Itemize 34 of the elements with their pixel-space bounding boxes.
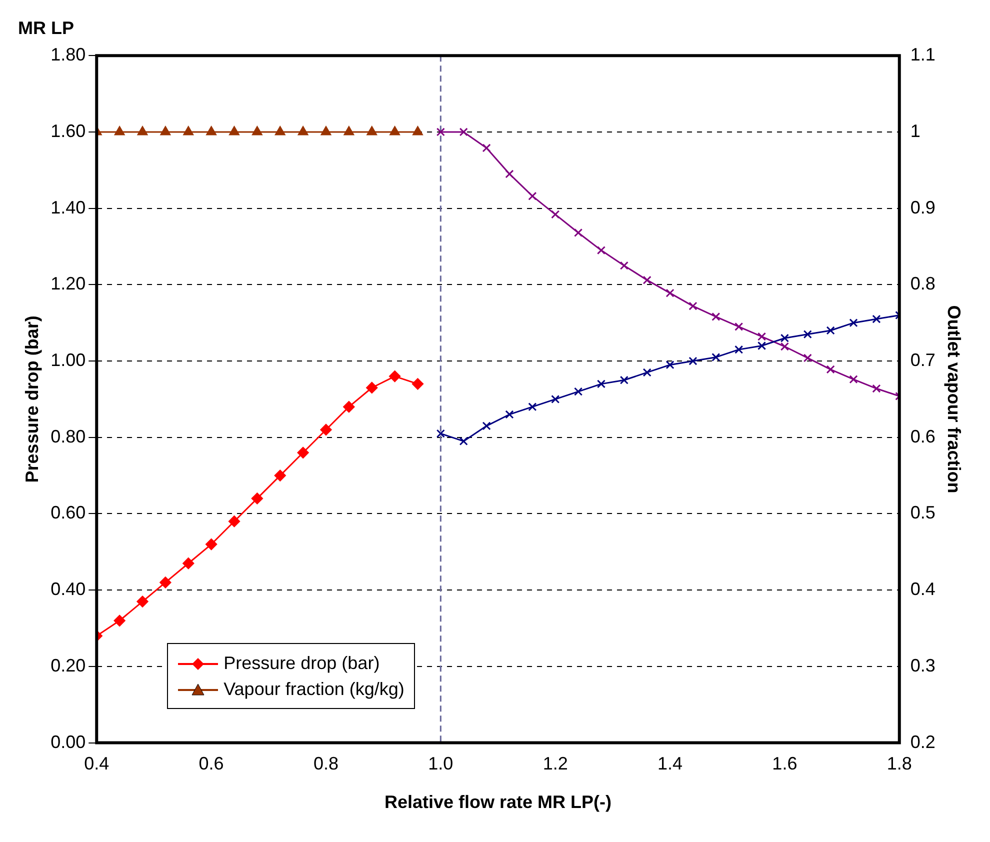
y2-tick-label: 1 [910, 120, 920, 141]
y2-axis-title: Outlet vapour fraction [944, 305, 964, 494]
y2-tick-label: 1.1 [910, 44, 936, 65]
y2-tick-label: 0.3 [910, 655, 936, 676]
x-tick-label: 0.8 [313, 754, 339, 774]
x-tick-label: 0.6 [198, 754, 224, 774]
y-axis-title: Pressure drop (bar) [22, 316, 42, 483]
y2-tick-label: 0.8 [910, 274, 936, 294]
chart-title: MR LP [18, 18, 74, 38]
x-tick-label: 0.4 [84, 754, 110, 774]
y-tick-label: 0.40 [50, 579, 86, 600]
y-tick-label: 1.20 [50, 274, 86, 294]
y2-tick-label: 0.6 [910, 426, 936, 446]
y-tick-label: 1.40 [50, 197, 86, 218]
y-tick-label: 0.20 [50, 655, 86, 676]
y2-tick-label: 0.2 [910, 732, 936, 752]
y-tick-label: 1.60 [50, 120, 86, 141]
x-tick-label: 1.2 [542, 754, 568, 774]
y-tick-label: 0.80 [50, 426, 86, 446]
y-tick-label: 0.60 [50, 502, 86, 523]
y-tick-label: 1.00 [50, 350, 86, 370]
x-tick-label: 1.8 [886, 754, 912, 774]
x-tick-label: 1.0 [428, 754, 454, 774]
y2-tick-label: 0.7 [910, 350, 936, 370]
legend-label: Pressure drop (bar) [224, 652, 380, 673]
x-tick-label: 1.4 [658, 754, 683, 774]
y2-tick-label: 0.4 [910, 579, 936, 600]
legend-label: Vapour fraction (kg/kg) [224, 678, 404, 699]
y-tick-label: 0.00 [50, 732, 86, 752]
y2-tick-label: 0.9 [910, 197, 936, 218]
x-axis-title: Relative flow rate MR LP(-) [384, 792, 612, 812]
y2-tick-label: 0.5 [910, 502, 936, 523]
y-tick-label: 1.80 [50, 44, 86, 65]
x-tick-label: 1.6 [772, 754, 798, 774]
